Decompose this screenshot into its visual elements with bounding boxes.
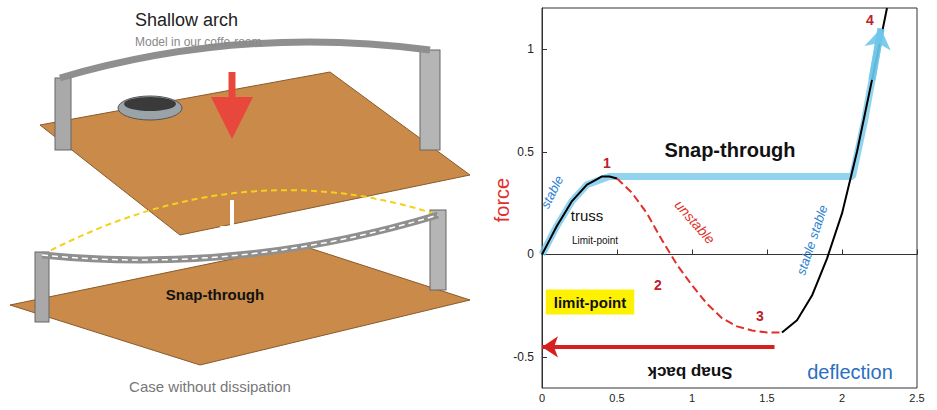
svg-text:Model in our coffe-room: Model in our coffe-room xyxy=(135,35,262,49)
svg-text:2: 2 xyxy=(654,277,662,293)
svg-text:1: 1 xyxy=(527,42,534,56)
svg-text:0: 0 xyxy=(539,392,545,404)
svg-text:limit-point: limit-point xyxy=(554,294,626,311)
svg-text:1.5: 1.5 xyxy=(759,392,774,404)
svg-text:Snap-through: Snap-through xyxy=(166,286,264,303)
svg-text:Snap back: Snap back xyxy=(647,363,733,382)
svg-text:4: 4 xyxy=(866,12,874,28)
svg-text:3: 3 xyxy=(756,308,764,324)
svg-text:Snap-through: Snap-through xyxy=(664,139,795,161)
svg-text:1: 1 xyxy=(603,155,611,171)
svg-text:0.5: 0.5 xyxy=(609,392,624,404)
svg-text:1: 1 xyxy=(689,392,695,404)
svg-text:-0.5: -0.5 xyxy=(513,350,534,364)
svg-text:truss: truss xyxy=(571,207,604,224)
svg-text:unstable: unstable xyxy=(672,197,719,247)
svg-text:2: 2 xyxy=(839,392,845,404)
svg-text:0: 0 xyxy=(527,247,534,261)
svg-text:2.5: 2.5 xyxy=(909,392,924,404)
svg-text:Limit-point: Limit-point xyxy=(572,235,618,246)
svg-text:0.5: 0.5 xyxy=(517,145,534,159)
svg-text:deflection: deflection xyxy=(807,361,893,383)
svg-text:force: force xyxy=(491,178,513,222)
svg-text:stable: stable xyxy=(537,173,566,211)
svg-text:Case without dissipation: Case without dissipation xyxy=(129,378,291,395)
svg-text:stable stable: stable stable xyxy=(793,203,830,277)
svg-text:Shallow arch: Shallow arch xyxy=(135,10,238,30)
